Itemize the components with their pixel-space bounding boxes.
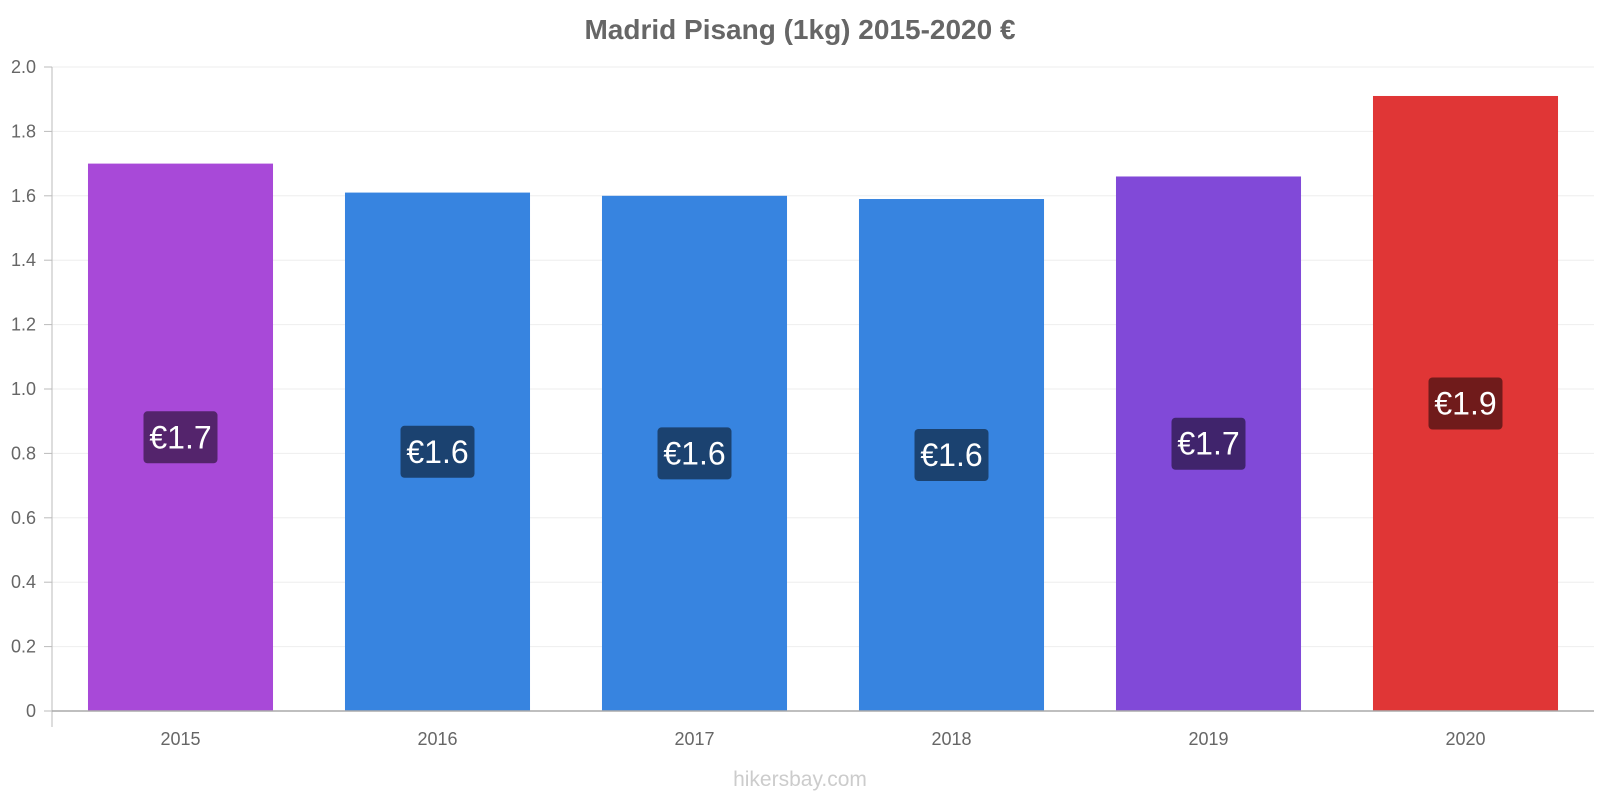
data-label-box — [657, 427, 732, 480]
chart-title: Madrid Pisang (1kg) 2015-2020 € — [584, 14, 1016, 45]
data-label-box — [1171, 417, 1246, 470]
data-label: €1.7 — [1177, 426, 1239, 462]
x-tick-label: 2019 — [1188, 729, 1228, 749]
data-label: €1.6 — [920, 437, 982, 473]
x-tick-label: 2018 — [931, 729, 971, 749]
x-tick-label: 2020 — [1445, 729, 1485, 749]
y-tick-label: 0.2 — [11, 637, 36, 657]
data-label-box — [143, 411, 218, 464]
y-tick-label: 1.4 — [11, 250, 36, 270]
watermark: hikersbay.com — [733, 768, 867, 791]
data-label-box — [914, 429, 989, 482]
y-tick-label: 0 — [26, 701, 36, 721]
data-label: €1.7 — [149, 419, 211, 455]
data-labels: €1.7 €1.6 €1.6 €1.6 €1.7 €1.9 — [143, 377, 1503, 482]
y-tick-label: 1.2 — [11, 315, 36, 335]
data-label: €1.9 — [1434, 385, 1496, 421]
x-tick-label: 2017 — [674, 729, 714, 749]
data-label-box — [400, 425, 475, 478]
y-tick-label: 0.6 — [11, 508, 36, 528]
y-tick-label: 0.8 — [11, 443, 36, 463]
y-tick-label: 2.0 — [11, 57, 36, 77]
y-tick-label: 1.6 — [11, 186, 36, 206]
data-label: €1.6 — [663, 435, 725, 471]
gridlines — [52, 66, 1594, 648]
y-tick-label: 1.8 — [11, 121, 36, 141]
x-tick-label: 2015 — [160, 729, 200, 749]
y-tick-label: 1.0 — [11, 379, 36, 399]
x-tick-label: 2016 — [417, 729, 457, 749]
bars — [87, 95, 1559, 712]
axes: 0 0.2 0.4 0.6 0.8 1.0 1.2 1.4 1.6 1.8 2.0 2015 2016 2… — [11, 57, 1594, 749]
data-label: €1.6 — [406, 434, 468, 470]
y-tick-label: 0.4 — [11, 572, 36, 592]
data-label-box — [1428, 377, 1503, 430]
